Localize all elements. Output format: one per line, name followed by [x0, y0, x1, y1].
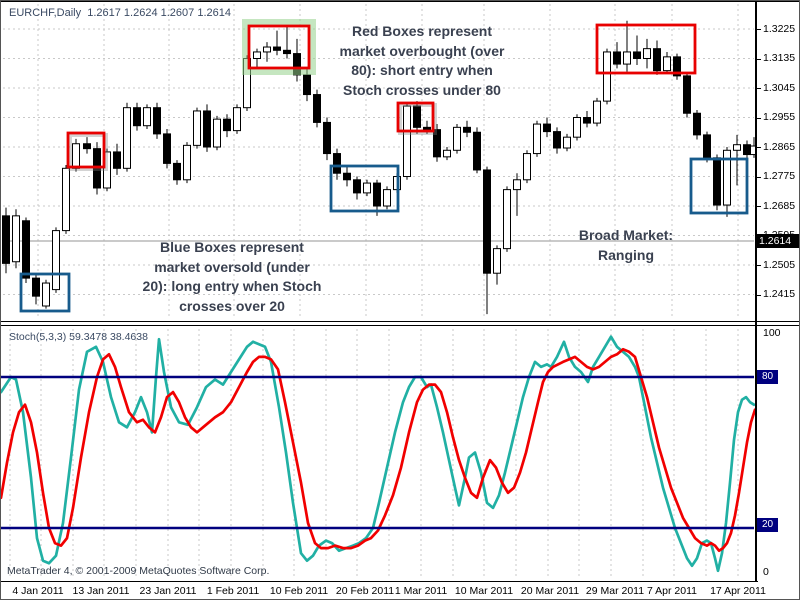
date-axis-label: 17 Apr 2011 [710, 585, 766, 597]
stoch-axis-label: 0 [763, 565, 769, 578]
date-axis-label: 10 Feb 2011 [269, 585, 329, 597]
date-axis-label: 1 Feb 2011 [206, 585, 260, 597]
ranging-annotation: Broad Market: Ranging [578, 227, 674, 263]
price-tick [757, 29, 761, 30]
date-axis-label: 1 Mar 2011 [394, 585, 448, 597]
price-tick [757, 117, 761, 119]
chart-right-border [755, 1, 757, 582]
date-axis-label: 7 Apr 2011 [646, 585, 698, 597]
price-axis-label: 1.2505 [763, 258, 796, 271]
current-price-badge: 1.2614 [757, 234, 799, 248]
price-tick [757, 58, 761, 60]
date-axis-label: 4 Jan 2011 [12, 585, 64, 597]
price-axis-label: 1.2865 [763, 140, 796, 153]
stoch-level-badge: 80 [757, 370, 778, 384]
price-axis-label: 1.3135 [763, 52, 796, 64]
symbol-ohlc-header: EURCHF,Daily 1.2617 1.2624 1.2607 1.2614 [9, 7, 231, 19]
price-axis-label: 1.3045 [763, 81, 796, 94]
price-tick [757, 265, 761, 266]
price-tick [757, 176, 761, 178]
time-axis-border [1, 581, 758, 582]
price-and-stochastic-canvas[interactable] [1, 1, 757, 600]
price-tick [757, 147, 761, 148]
panel-separator-bottom[interactable] [1, 325, 799, 326]
copyright-label: MetaTrader 4, © 2001-2009 MetaQuotes Sof… [7, 565, 270, 577]
date-axis-label: 29 Mar 2011 [585, 585, 645, 597]
stoch-indicator-label: Stoch(5,3,3) 59.3478 38.4638 [9, 331, 148, 343]
window-top-border [1, 1, 799, 2]
panel-separator-top[interactable] [1, 321, 799, 322]
price-axis-label: 1.2685 [763, 199, 796, 212]
date-axis-label: 10 Mar 2011 [454, 585, 514, 597]
price-tick [757, 88, 761, 89]
date-axis-label: 13 Jan 2011 [72, 585, 130, 597]
price-axis-label: 1.2415 [763, 288, 796, 300]
oversold-annotation: Blue Boxes represent market oversold (un… [142, 239, 322, 314]
price-axis-label: 1.2775 [763, 170, 796, 182]
price-tick [757, 206, 761, 207]
date-axis-label: 20 Mar 2011 [520, 585, 580, 597]
stoch-level-badge: 20 [757, 518, 778, 532]
date-axis-label: 23 Jan 2011 [139, 585, 197, 597]
price-tick [757, 294, 761, 296]
price-axis-label: 1.2955 [763, 111, 796, 123]
overbought-annotation: Red Boxes represent market overbought (o… [339, 23, 505, 98]
price-axis-label: 1.3225 [763, 22, 796, 35]
date-axis-label: 20 Feb 2011 [335, 585, 395, 597]
stoch-axis-label: 100 [763, 326, 781, 339]
